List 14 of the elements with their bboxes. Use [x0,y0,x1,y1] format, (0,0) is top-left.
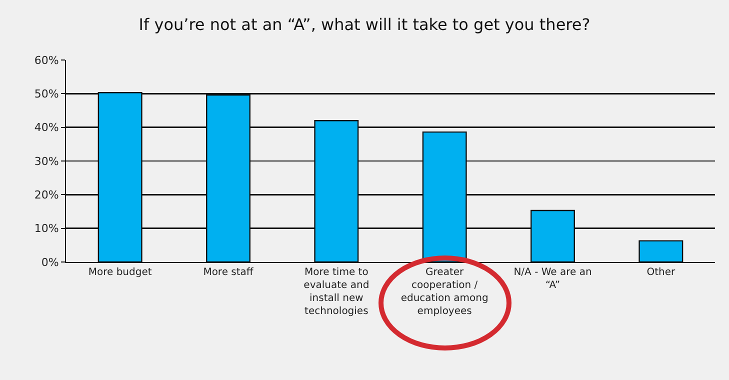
x-tick-label: More time to evaluate and install new technologies [304,267,370,317]
x-tick-label: Other [646,267,676,278]
y-tick-label: 0% [41,256,59,269]
x-tick-label: More budget [88,267,152,278]
y-tick-label: 50% [34,88,59,101]
x-tick-label: More staff [203,267,254,278]
y-tick-label: 60% [34,54,59,67]
x-tick-label: Greater cooperation / education among employees [400,267,488,317]
y-tick-label: 40% [34,121,59,134]
y-tick-label: 10% [34,222,59,236]
chart-title: If you’re not at an “A”, what will it take to get you there? [138,15,590,34]
x-tick-label: N/A - We are an “A” [514,267,592,291]
y-tick-label: 30% [34,154,59,168]
y-tick-label: 20% [34,188,59,202]
